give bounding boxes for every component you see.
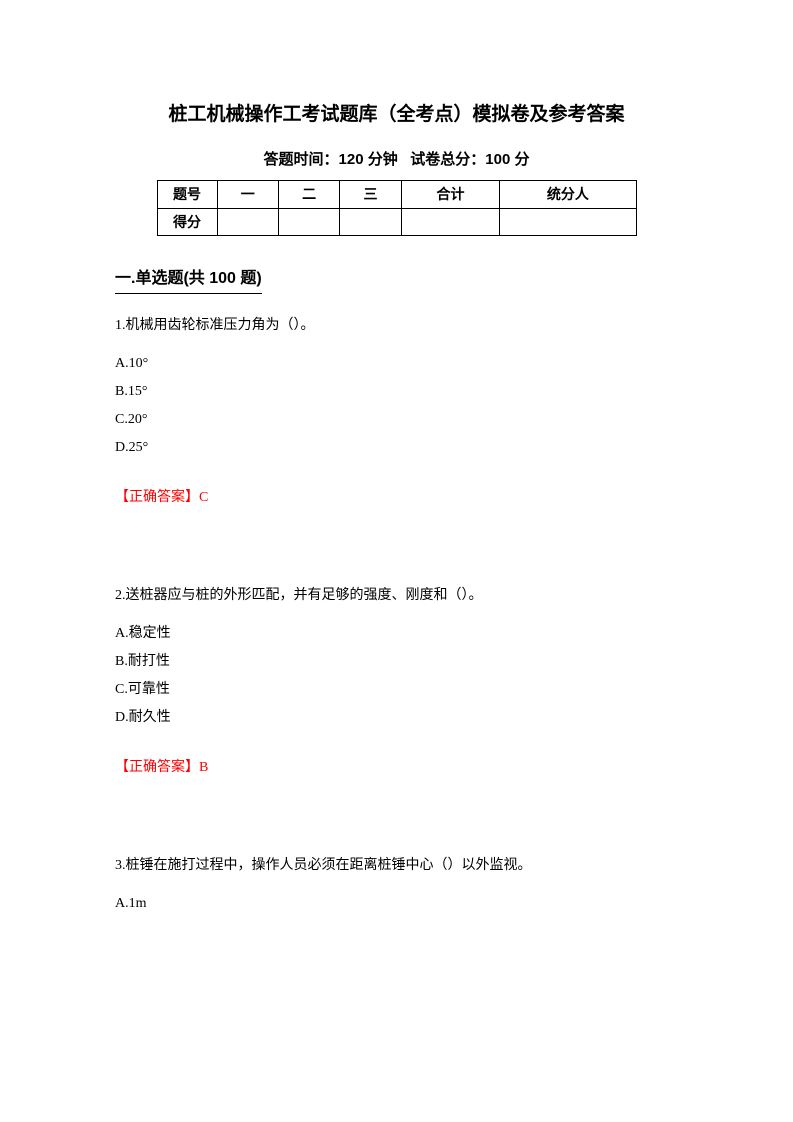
question-text: 2.送桩器应与桩的外形匹配，并有足够的强度、刚度和（）。 xyxy=(115,582,678,610)
score-table: 题号 一 二 三 合计 统分人 得分 xyxy=(157,180,637,236)
time-label: 答题时间： xyxy=(264,151,339,168)
question-block: 2.送桩器应与桩的外形匹配，并有足够的强度、刚度和（）。 A.稳定性 B.耐打性… xyxy=(115,582,678,782)
answer-value: B xyxy=(199,760,208,775)
correct-answer: 【正确答案】C xyxy=(115,484,678,512)
question-text: 1.机械用齿轮标准压力角为（）。 xyxy=(115,312,678,340)
table-header-cell: 统分人 xyxy=(500,181,636,208)
answer-label: 【正确答案】 xyxy=(115,760,199,775)
table-cell xyxy=(401,208,500,235)
option-c: C.20° xyxy=(115,406,678,434)
table-header-row: 题号 一 二 三 合计 统分人 xyxy=(157,181,636,208)
option-a: A.稳定性 xyxy=(115,620,678,648)
correct-answer: 【正确答案】B xyxy=(115,754,678,782)
section-heading: 一.单选题(共 100 题) xyxy=(115,266,262,294)
option-c: C.可靠性 xyxy=(115,676,678,704)
table-header-cell: 一 xyxy=(217,181,278,208)
total-score-value: 100 分 xyxy=(485,151,529,168)
table-cell xyxy=(217,208,278,235)
question-text: 3.桩锤在施打过程中，操作人员必须在距离桩锤中心（）以外监视。 xyxy=(115,852,678,880)
table-header-cell: 合计 xyxy=(401,181,500,208)
document-title: 桩工机械操作工考试题库（全考点）模拟卷及参考答案 xyxy=(115,100,678,130)
option-d: D.25° xyxy=(115,434,678,462)
table-score-row: 得分 xyxy=(157,208,636,235)
answer-label: 【正确答案】 xyxy=(115,490,199,505)
question-block: 1.机械用齿轮标准压力角为（）。 A.10° B.15° C.20° D.25°… xyxy=(115,312,678,512)
total-score-label: 试卷总分： xyxy=(410,151,485,168)
table-header-cell: 三 xyxy=(340,181,401,208)
table-header-cell: 二 xyxy=(278,181,339,208)
table-row-label: 得分 xyxy=(157,208,217,235)
question-block: 3.桩锤在施打过程中，操作人员必须在距离桩锤中心（）以外监视。 A.1m xyxy=(115,852,678,918)
table-cell xyxy=(278,208,339,235)
option-a: A.10° xyxy=(115,350,678,378)
table-header-cell: 题号 xyxy=(157,181,217,208)
document-subtitle: 答题时间：120 分钟 试卷总分：100 分 xyxy=(115,148,678,172)
answer-value: C xyxy=(199,490,208,505)
option-a: A.1m xyxy=(115,890,678,918)
table-cell xyxy=(340,208,401,235)
option-b: B.耐打性 xyxy=(115,648,678,676)
time-value: 120 分钟 xyxy=(339,151,398,168)
table-cell xyxy=(500,208,636,235)
option-b: B.15° xyxy=(115,378,678,406)
option-d: D.耐久性 xyxy=(115,704,678,732)
